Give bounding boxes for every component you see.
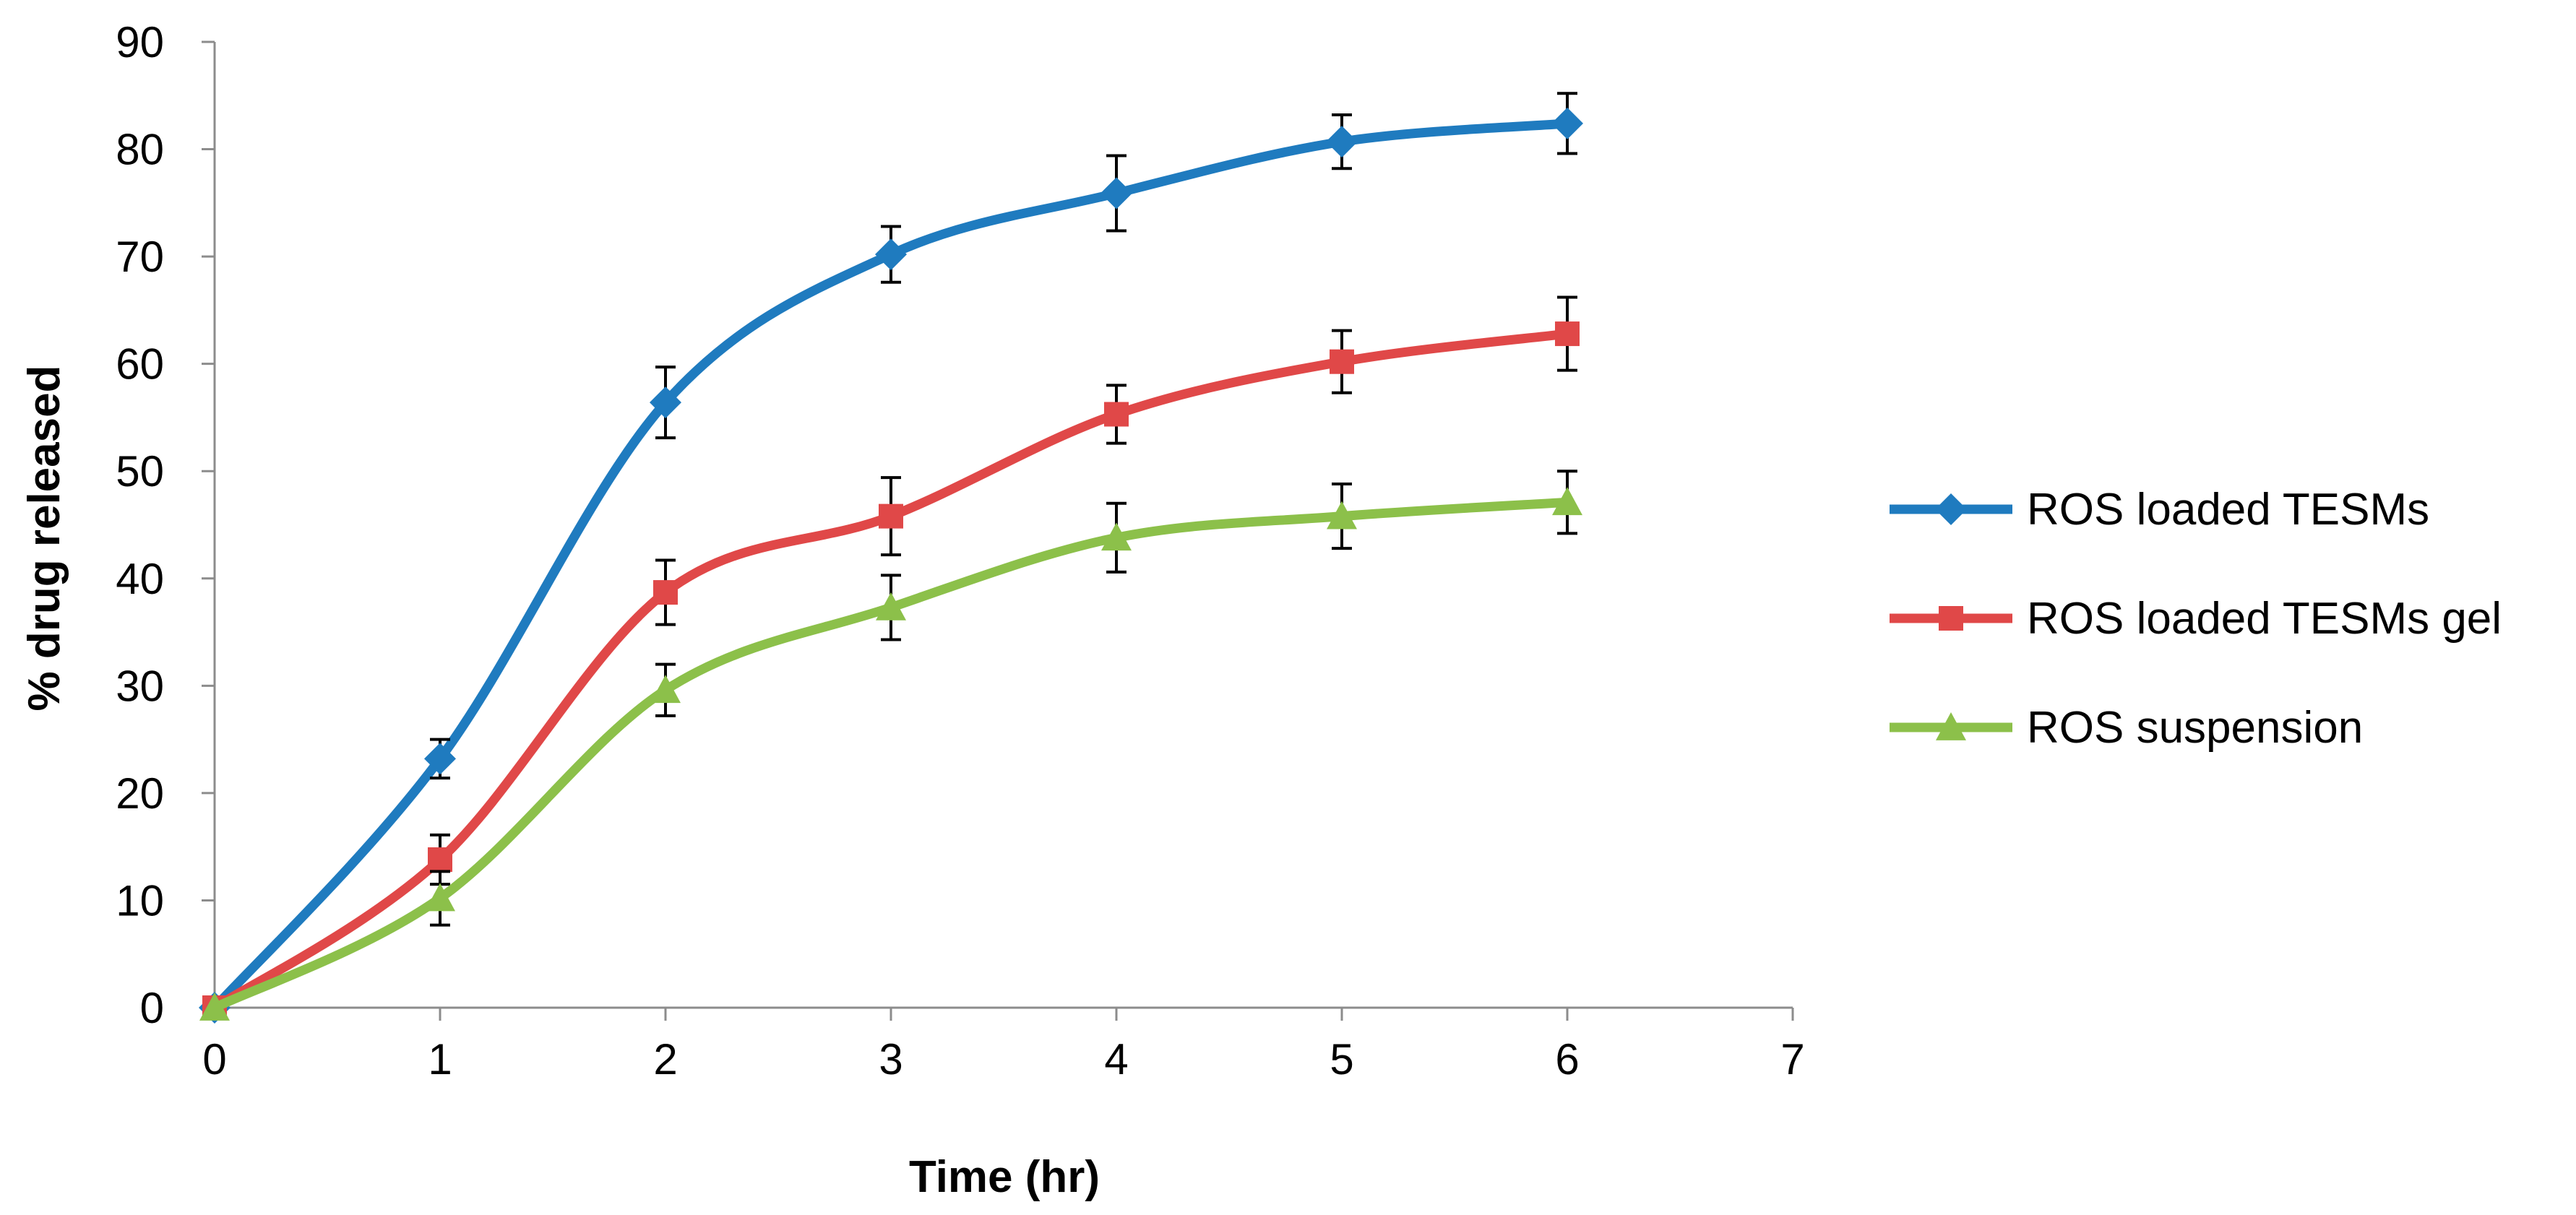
- y-tick-label: 0: [140, 984, 164, 1032]
- legend-item: ROS loaded TESMs: [1890, 485, 2429, 535]
- data-point: [650, 386, 681, 419]
- x-tick-label: 2: [653, 1035, 677, 1084]
- legend-item: ROS loaded TESMs gel: [1890, 594, 2502, 644]
- x-tick-label: 0: [202, 1035, 226, 1084]
- data-point: [428, 847, 452, 872]
- x-tick-label: 5: [1330, 1035, 1353, 1084]
- y-axis-title: % drug released: [20, 366, 69, 712]
- legend-marker: [1935, 493, 1967, 525]
- data-point: [1330, 349, 1354, 374]
- data-point: [1104, 402, 1129, 427]
- legend-marker: [1936, 712, 1966, 740]
- data-point: [425, 883, 455, 912]
- series-1: [199, 92, 1583, 1024]
- x-tick-label: 3: [879, 1035, 903, 1084]
- series-2: [202, 295, 1580, 1020]
- legend-label: ROS loaded TESMs: [2027, 485, 2429, 535]
- x-tick-label: 4: [1104, 1035, 1128, 1084]
- data-point: [1552, 487, 1582, 516]
- x-tick-label: 6: [1555, 1035, 1579, 1084]
- series-line: [210, 329, 1572, 1013]
- data-point: [1555, 321, 1580, 347]
- data-point: [876, 592, 906, 621]
- data-point: [1551, 107, 1583, 139]
- data-point: [650, 675, 681, 704]
- x-axis-title: Time (hr): [909, 1152, 1100, 1202]
- data-point: [1100, 177, 1132, 209]
- data-point: [424, 743, 456, 775]
- legend-marker: [1939, 606, 1963, 631]
- y-tick-label: 20: [116, 769, 164, 818]
- y-tick-label: 30: [116, 662, 164, 710]
- legend: ROS loaded TESMs ROS loaded TESMs gel ROS …: [1890, 485, 2502, 753]
- data-point: [199, 993, 230, 1021]
- series-line: [210, 118, 1572, 1013]
- x-tick-label: 7: [1780, 1035, 1804, 1084]
- y-tick-label: 90: [116, 18, 164, 66]
- y-tick-label: 10: [116, 876, 164, 925]
- series-3: [199, 470, 1582, 1021]
- data-point: [1326, 126, 1358, 158]
- data-point: [1101, 522, 1132, 551]
- data-point: [875, 238, 907, 271]
- y-tick-label: 70: [116, 233, 164, 281]
- y-tick-label: 50: [116, 447, 164, 496]
- legend-item: ROS suspension: [1890, 703, 2363, 753]
- x-tick-label: 1: [428, 1035, 452, 1084]
- y-tick-label: 40: [116, 555, 164, 603]
- y-tick-label: 80: [116, 126, 164, 174]
- legend-label: ROS suspension: [2027, 703, 2363, 753]
- y-tick-label: 60: [116, 340, 164, 389]
- legend-label: ROS loaded TESMs gel: [2027, 594, 2502, 644]
- data-point: [653, 580, 678, 605]
- series-layer: [199, 92, 1583, 1024]
- data-point: [1327, 501, 1357, 529]
- data-point: [879, 503, 903, 529]
